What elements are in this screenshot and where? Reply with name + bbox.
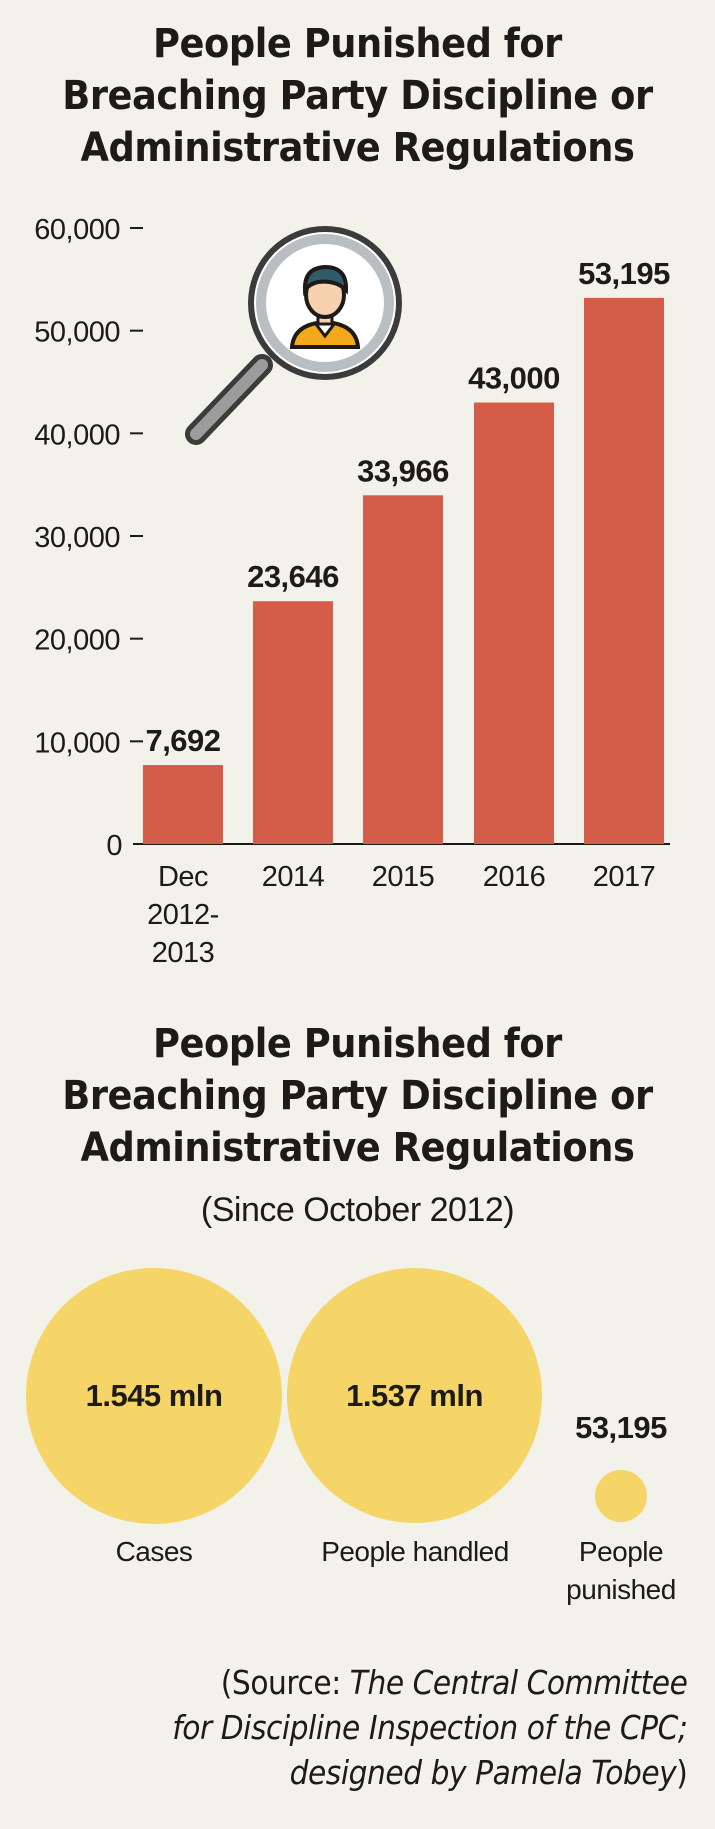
bar-value-label: 7,692 xyxy=(145,723,220,758)
bar xyxy=(143,765,223,844)
bubble-people-handled-value: 1.537 mln xyxy=(346,1377,483,1413)
bar xyxy=(253,601,333,844)
bubble-people-punished-label-line-1: People xyxy=(578,1536,664,1567)
y-tick-label: 40,000 xyxy=(34,419,120,451)
bar xyxy=(363,495,443,844)
bar-value-label: 33,966 xyxy=(357,453,449,488)
x-tick-label: 2013 xyxy=(152,937,215,969)
magnifier-person-icon xyxy=(185,226,402,445)
bar-value-label: 43,000 xyxy=(468,361,560,396)
y-tick-label: 50,000 xyxy=(34,317,120,349)
bar-value-label: 53,195 xyxy=(578,256,670,291)
source-line-2: for Discipline Inspection of the CPC; xyxy=(171,1708,688,1747)
bubble-chart-title: People Punished for Breaching Party Disc… xyxy=(29,1018,687,1174)
y-tick-label: 20,000 xyxy=(34,625,120,657)
bar xyxy=(474,402,554,844)
bar-chart-title-line-3: Administrative Regulations xyxy=(80,125,635,171)
bar xyxy=(584,297,664,844)
bar-chart-title: People Punished for Breaching Party Disc… xyxy=(29,18,687,174)
bubble-cases-label: Cases xyxy=(115,1536,193,1567)
source-note: (Source: The Central Committee for Disci… xyxy=(171,1660,688,1795)
source-line-3: designed by Pamela Tobey xyxy=(289,1753,676,1792)
bubble-people-punished-label-line-2: punished xyxy=(566,1574,676,1605)
bubble-people-punished xyxy=(595,1470,647,1522)
bubble-chart-title-line-3: Administrative Regulations xyxy=(80,1125,635,1171)
bubble-people-punished-label: People punished xyxy=(551,1533,691,1609)
x-tick-label: 2015 xyxy=(372,861,435,893)
source-line-1: The Central Committee xyxy=(349,1663,687,1702)
bar-chart-title-line-1: People Punished for xyxy=(153,21,562,67)
bar-chart: 0 10,000 20,000 30,000 40,000 50,000 60,000 7,… xyxy=(34,214,671,969)
x-tick-label: 2016 xyxy=(483,861,546,893)
bubble-cases: 1.545 mln xyxy=(26,1268,282,1524)
bubble-people-handled: 1.537 mln xyxy=(287,1268,542,1523)
x-tick-label: 2014 xyxy=(262,861,325,893)
bubble-chart-subtitle: (Since October 2012) xyxy=(200,1191,515,1229)
source-suffix: ) xyxy=(675,1753,688,1792)
y-axis: 0 10,000 20,000 30,000 40,000 50,000 60,000 xyxy=(34,214,670,862)
bar-chart-title-line-2: Breaching Party Discipline or xyxy=(62,73,653,119)
bubble-chart-title-line-2: Breaching Party Discipline or xyxy=(62,1073,653,1119)
y-tick-label: 0 xyxy=(106,830,122,862)
x-tick-label: 2012- xyxy=(147,899,219,931)
y-tick-label: 30,000 xyxy=(34,522,120,554)
x-tick-label: 2017 xyxy=(593,861,656,893)
bubble-cases-value: 1.545 mln xyxy=(85,1378,223,1413)
bubble-chart-title-line-1: People Punished for xyxy=(153,1021,562,1067)
y-tick-label: 60,000 xyxy=(34,214,120,246)
bar-value-label: 23,646 xyxy=(247,559,339,594)
bubble-people-punished-value: 53,195 xyxy=(575,1410,667,1445)
bar-series: 7,692 Dec 2012- 2013 23,646 2014 33,966 2015 43,… xyxy=(143,256,671,969)
y-tick-label: 10,000 xyxy=(34,727,120,759)
source-prefix: (Source: xyxy=(220,1663,350,1702)
x-tick-label: Dec xyxy=(158,861,208,893)
bubble-people-handled-label: People handled xyxy=(321,1536,509,1567)
